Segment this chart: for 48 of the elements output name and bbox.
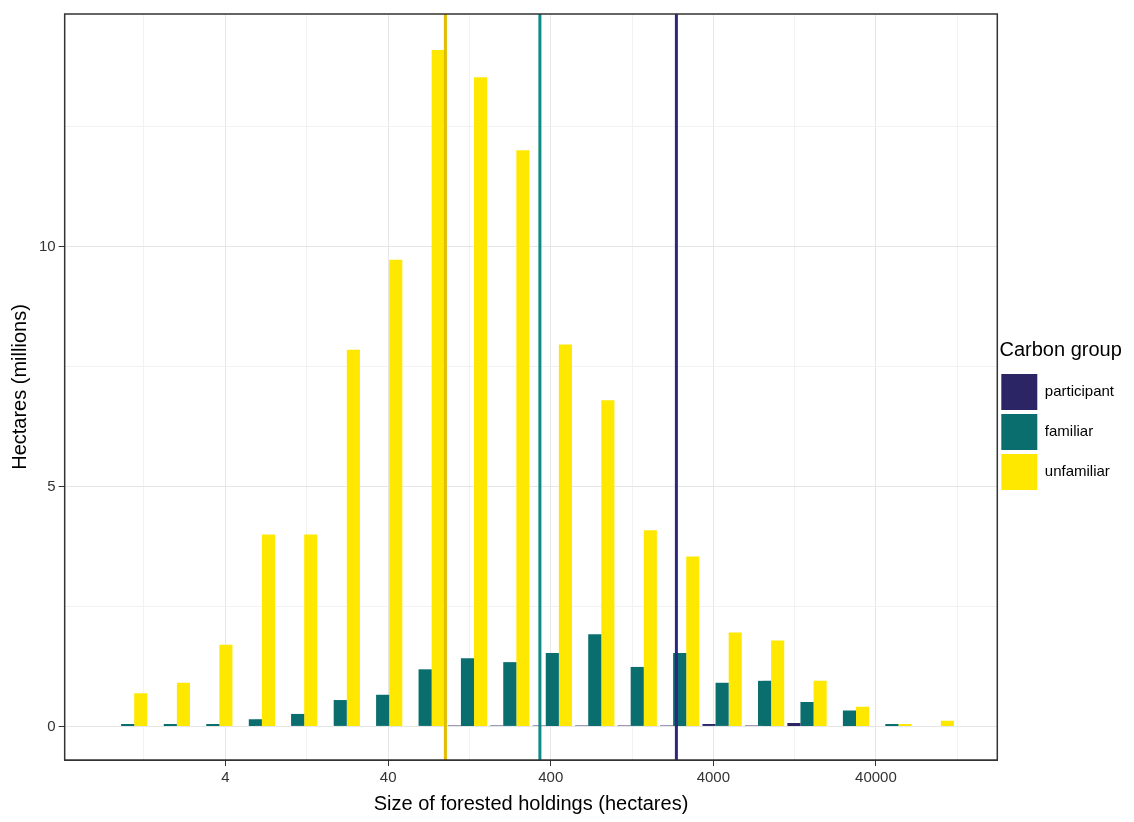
bar xyxy=(304,534,318,726)
bar xyxy=(291,713,305,726)
bar xyxy=(601,400,615,726)
bar xyxy=(728,632,742,726)
bar xyxy=(376,694,390,726)
bar xyxy=(333,700,347,726)
bar xyxy=(800,701,814,726)
bar xyxy=(474,77,488,726)
bar xyxy=(771,640,785,726)
bar xyxy=(134,693,148,726)
x-tick-label: 4000 xyxy=(696,768,731,786)
legend-label: participant xyxy=(1044,382,1115,400)
x-tick-label: 40000 xyxy=(855,768,897,786)
bar xyxy=(558,344,572,726)
bar xyxy=(855,706,870,726)
bar xyxy=(389,259,403,726)
y-axis-title: Hectares (millions) xyxy=(7,304,30,470)
bar xyxy=(431,49,445,726)
bar xyxy=(588,634,602,726)
bar xyxy=(686,556,700,726)
bar xyxy=(261,534,275,726)
bar xyxy=(503,662,517,726)
y-tick-label: 0 xyxy=(47,716,56,734)
bar xyxy=(346,349,360,726)
x-tick-label: 40 xyxy=(379,768,397,786)
bar xyxy=(940,720,954,726)
y-tick-label: 10 xyxy=(39,236,56,254)
legend-label: familiar xyxy=(1044,422,1094,440)
bar xyxy=(715,682,729,726)
bar xyxy=(545,653,559,726)
bar xyxy=(758,680,772,726)
bar xyxy=(516,150,530,726)
bar xyxy=(630,666,644,726)
legend-title: Carbon group xyxy=(999,337,1122,360)
legend-label: unfamiliar xyxy=(1044,462,1110,480)
bar xyxy=(219,644,233,726)
bar xyxy=(248,719,262,726)
bar xyxy=(418,669,432,726)
bar xyxy=(460,658,475,726)
bar xyxy=(813,680,827,726)
bar xyxy=(643,530,657,726)
x-tick-label: 400 xyxy=(538,768,564,786)
bar xyxy=(842,710,856,726)
bar xyxy=(787,723,801,726)
x-tick-label: 4 xyxy=(221,768,230,786)
bar xyxy=(176,682,190,726)
y-tick-label: 5 xyxy=(47,476,56,494)
x-axis-title: Size of forested holdings (hectares) xyxy=(373,791,689,814)
